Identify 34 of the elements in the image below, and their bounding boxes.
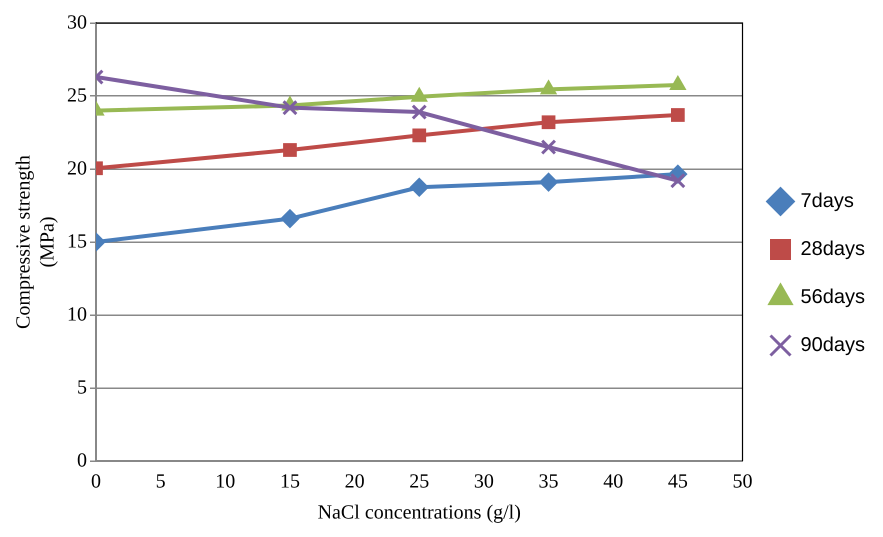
x-tick-label: 35 — [538, 470, 559, 492]
y-tick-label: 30 — [67, 11, 87, 34]
point — [280, 209, 300, 228]
legend-label: 7days — [800, 190, 854, 212]
point — [670, 108, 685, 122]
point — [412, 128, 426, 142]
x-tick-label: 45 — [668, 470, 688, 492]
y-tick-label: 0 — [77, 449, 87, 472]
y-tick-label: 25 — [67, 84, 87, 106]
x-tick-label: 50 — [732, 470, 753, 492]
legend-label: 56days — [800, 286, 866, 308]
x-tick-label: 40 — [603, 470, 624, 492]
x-tick-label: 0 — [91, 470, 101, 492]
point — [540, 139, 556, 155]
point — [282, 100, 298, 116]
y-tick-label: 20 — [67, 157, 87, 180]
legend-label: 28days — [800, 238, 866, 260]
point — [411, 104, 428, 120]
y-tick-label: 10 — [67, 303, 87, 326]
x-tick-label: 25 — [409, 470, 430, 492]
x-tick-label: 15 — [280, 470, 300, 492]
point — [539, 172, 558, 192]
y-tick-label: 15 — [67, 230, 87, 252]
x-tick-label: 20 — [344, 470, 365, 492]
x-axis-title: NaCl concentrations (g/l) — [318, 501, 521, 524]
point — [410, 178, 429, 197]
x-tick-label: 30 — [474, 470, 494, 492]
y-axis-title: Compressive strength (MPa) — [12, 155, 58, 329]
point — [542, 115, 556, 130]
x-tick-label: 5 — [156, 470, 166, 492]
x-tick-label: 10 — [215, 470, 236, 492]
point — [283, 143, 297, 157]
y-tick-label: 5 — [77, 376, 87, 398]
legend-label: 90days — [800, 334, 866, 356]
